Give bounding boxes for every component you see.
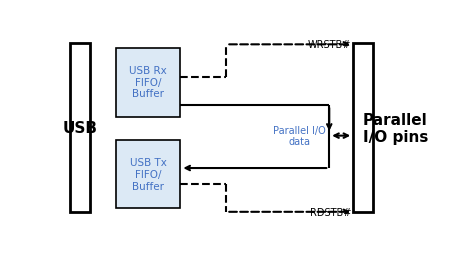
Text: Parallel
I/O pins: Parallel I/O pins bbox=[363, 112, 428, 145]
Text: USB Rx
FIFO/
Buffer: USB Rx FIFO/ Buffer bbox=[129, 66, 167, 99]
Bar bbox=[116, 140, 181, 209]
FancyArrowPatch shape bbox=[229, 43, 348, 47]
Bar bbox=[353, 44, 374, 212]
FancyArrowPatch shape bbox=[229, 210, 348, 214]
FancyArrowPatch shape bbox=[186, 166, 327, 171]
Text: USB: USB bbox=[63, 121, 98, 136]
Text: WRSTB#: WRSTB# bbox=[308, 40, 351, 50]
FancyArrowPatch shape bbox=[327, 108, 331, 129]
Text: RDSTB#: RDSTB# bbox=[310, 207, 351, 217]
Text: Parallel I/O
data: Parallel I/O data bbox=[273, 125, 326, 147]
Bar bbox=[116, 49, 181, 118]
Text: USB Tx
FIFO/
Buffer: USB Tx FIFO/ Buffer bbox=[130, 158, 166, 191]
FancyArrowPatch shape bbox=[334, 134, 348, 138]
Bar bbox=[70, 44, 91, 212]
